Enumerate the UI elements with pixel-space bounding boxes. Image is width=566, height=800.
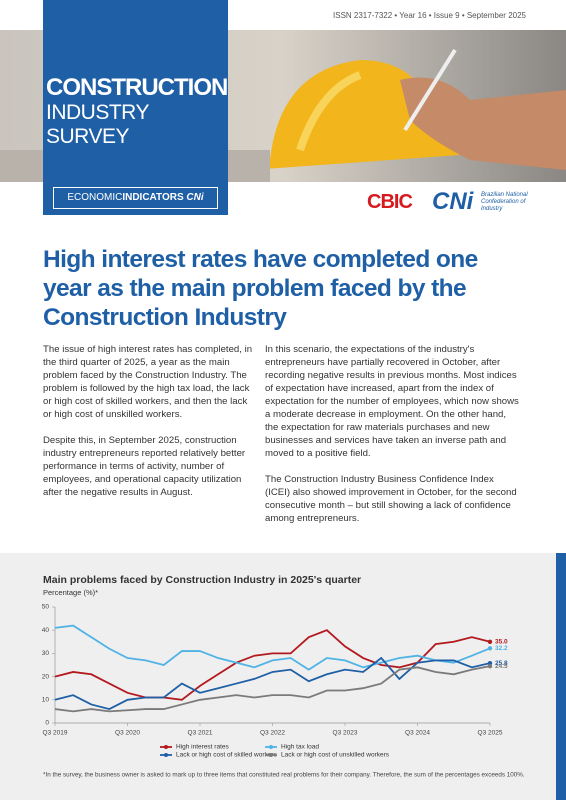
series-light: ECONOMIC [67,192,123,203]
y-tick-label: 30 [42,650,50,657]
y-tick-label: 40 [42,627,50,634]
legend-dot [269,745,273,749]
x-tick-label: Q3 2024 [405,730,430,737]
end-point [487,646,493,651]
series-line [54,629,491,701]
series-line [54,656,491,711]
legend-dot [164,745,168,749]
chart-panel [0,553,556,800]
legend-dot [164,753,168,757]
paragraph: In this scenario, the expectations of th… [265,344,519,459]
y-axis-label: Percentage (%)* [43,588,98,597]
paragraph: The Construction Industry Business Confi… [265,474,517,524]
x-tick-label: Q3 2022 [260,730,285,737]
legend-label: High interest rates [176,744,229,751]
title: CONSTRUCTION [46,74,228,101]
subtitle: INDUSTRY SURVEY [46,101,149,148]
value-label: 25.8 [495,660,508,667]
legend-label: Lack or high cost of skilled workers [176,752,278,759]
legend-label: High tax load [281,744,319,751]
paragraph: Despite this, in September 2025, constru… [43,435,246,498]
title-block: CONSTRUCTION INDUSTRY SURVEY ECONOMICIND… [43,0,228,215]
y-tick-label: 20 [42,673,50,680]
end-point [487,663,493,669]
chart: Main problems faced by Construction Indu… [42,574,525,779]
x-tick-label: Q3 2019 [43,730,68,737]
column-right: In this scenario, the expectations of th… [265,343,521,538]
edge-stripe [556,553,566,800]
legend-label: Lack or high cost of unskilled workers [281,752,390,759]
chart-title: Main problems faced by Construction Indu… [43,574,361,586]
cni-caption: Brazilian National Confederation of Indu… [481,192,528,212]
series-label: ECONOMICINDICATORS CNi [53,187,218,209]
y-tick-label: 0 [45,720,49,727]
value-label: 35.0 [495,639,508,646]
series-brand: CNi [186,192,204,203]
x-tick-label: Q3 2023 [333,730,358,737]
logo-cni: CNi [432,188,474,215]
x-tick-label: Q3 2021 [188,730,213,737]
issn: ISSN 2317-7322 • Year 16 • Issue 9 • Sep… [333,11,526,20]
end-point [487,660,493,666]
footnote: *In the survey, the business owner is as… [43,772,525,779]
series-line [54,624,491,671]
x-tick-label: Q3 2020 [115,730,140,737]
logo-cbic: CBIC [367,191,413,213]
legend-dot [269,753,273,757]
y-tick-label: 10 [42,697,50,704]
series-bold: INDICATORS [122,192,184,203]
column-left: The issue of high interest rates has com… [43,343,255,512]
series-line [54,665,491,713]
value-label: 32.2 [495,645,508,652]
end-point [487,639,493,644]
y-tick-label: 50 [42,604,50,611]
headline: High interest rates have completed one y… [43,246,478,331]
x-tick-label: Q3 2025 [478,730,503,737]
paragraph: The issue of high interest rates has com… [43,344,253,420]
value-label: 24.5 [495,663,508,670]
